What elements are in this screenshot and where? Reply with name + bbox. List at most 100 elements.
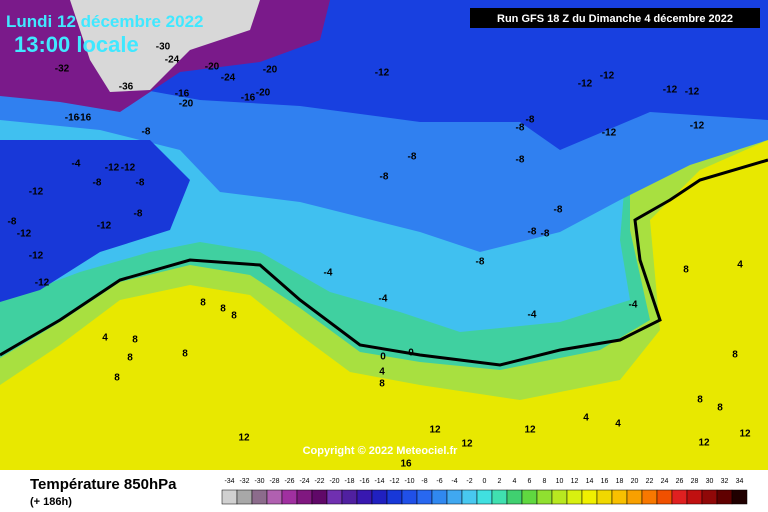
contour-label: -8	[516, 155, 525, 166]
scale-swatch	[386, 489, 403, 505]
scale-swatch	[371, 489, 388, 505]
contour-label: 8	[231, 311, 237, 322]
scale-label: 14	[586, 478, 594, 485]
scale-swatch	[611, 489, 628, 505]
scale-swatch	[461, 489, 478, 505]
lead-time: (+ 186h)	[30, 496, 72, 508]
contour-label: -12	[600, 71, 615, 82]
contour-label: 4	[737, 260, 743, 271]
contour-label: -12	[97, 221, 112, 232]
scale-label: 28	[691, 478, 699, 485]
scale-swatch	[416, 489, 433, 505]
scale-swatch	[656, 489, 673, 505]
contour-label: -8	[526, 115, 535, 126]
contour-label: -12	[121, 163, 136, 174]
contour-label: -4	[528, 310, 537, 321]
scale-swatch	[596, 489, 613, 505]
contour-label: 4	[379, 367, 385, 378]
scale-label: 6	[528, 478, 532, 485]
contour-label: 12	[429, 425, 441, 436]
contour-label: 8	[127, 353, 133, 364]
scale-swatch	[521, 489, 538, 505]
zone	[70, 0, 260, 92]
run: Run GFS 18 Z du Dimanche 4 décembre 2022	[497, 13, 733, 25]
contour-label: 0	[380, 352, 386, 363]
scale-swatch	[671, 489, 688, 505]
scale-label: -24	[299, 478, 309, 485]
scale-swatch	[401, 489, 418, 505]
scale-label: 24	[661, 478, 669, 485]
scale-label: 12	[571, 478, 579, 485]
contour-label: -8	[541, 229, 550, 240]
scale-swatch	[281, 489, 298, 505]
contour-label: -8	[380, 172, 389, 183]
contour-label: 16	[400, 459, 412, 470]
scale-label: 26	[676, 478, 684, 485]
contour-label: 12	[461, 439, 473, 450]
scale-label: -8	[421, 478, 427, 485]
contour-label: 12	[739, 429, 751, 440]
contour-label: -12	[602, 128, 617, 139]
contour-label: 8	[200, 298, 206, 309]
zero-isotherm	[0, 158, 768, 367]
contour-label: 8	[683, 265, 689, 276]
contour-label: -8	[554, 205, 563, 216]
scale-label: 16	[601, 478, 609, 485]
contour-label: -8	[142, 127, 151, 138]
run-box	[470, 8, 760, 28]
scale-label: -26	[284, 478, 294, 485]
contour-label: -4	[379, 294, 388, 305]
contour-label: -12	[29, 187, 44, 198]
scale-swatch	[536, 489, 553, 505]
product-title: Température 850hPa	[30, 476, 177, 493]
contour-label: -16	[241, 93, 256, 104]
contour-label: 4	[583, 413, 589, 424]
scale-swatch	[641, 489, 658, 505]
contour-label: -8	[516, 123, 525, 134]
contour-label: -20	[263, 65, 278, 76]
contour-label: -4	[324, 268, 333, 279]
contour-label: -20	[179, 99, 194, 110]
scale-label: 22	[646, 478, 654, 485]
contour-label: -24	[221, 73, 236, 84]
scale-swatch	[716, 489, 733, 505]
contour-label: -12	[29, 251, 44, 262]
scale-swatch	[506, 489, 523, 505]
zone	[0, 140, 190, 302]
contour-label: -12	[663, 85, 678, 96]
scale-swatch	[686, 489, 703, 505]
scale-swatch	[311, 489, 328, 505]
scale-label: 30	[706, 478, 714, 485]
contour-label: -12	[685, 87, 700, 98]
contour-label: -8	[476, 257, 485, 268]
contour-label: -12	[375, 68, 390, 79]
contour-label: 12	[524, 425, 536, 436]
scale-label: 20	[631, 478, 639, 485]
scale-label: -14	[374, 478, 384, 485]
scale-label: 4	[513, 478, 517, 485]
scale-swatch	[491, 489, 508, 505]
contour-label: 4	[615, 419, 621, 430]
scale-label: 0	[483, 478, 487, 485]
scale-label: 10	[556, 478, 564, 485]
scale-label: -12	[389, 478, 399, 485]
contour-label: 8	[182, 349, 188, 360]
scale-swatch	[476, 489, 493, 505]
contour-label: -30	[156, 42, 171, 53]
contour-label: -16	[175, 89, 190, 100]
scale-swatch	[341, 489, 358, 505]
contour-label: -36	[119, 82, 134, 93]
scale-label: 34	[736, 478, 744, 485]
scale-label: 32	[721, 478, 729, 485]
contour-label: 8	[132, 335, 138, 346]
contour-label: 8	[114, 373, 120, 384]
contour-label: -20	[205, 62, 220, 73]
copyright: Copyright © 2022 Meteociel.fr	[303, 445, 459, 457]
scale-swatch	[446, 489, 463, 505]
scale-label: -32	[239, 478, 249, 485]
scale-swatch	[266, 489, 283, 505]
scale-label: -34	[224, 478, 234, 485]
contour-label: -16	[65, 113, 80, 124]
contour-label: -12	[578, 79, 593, 90]
